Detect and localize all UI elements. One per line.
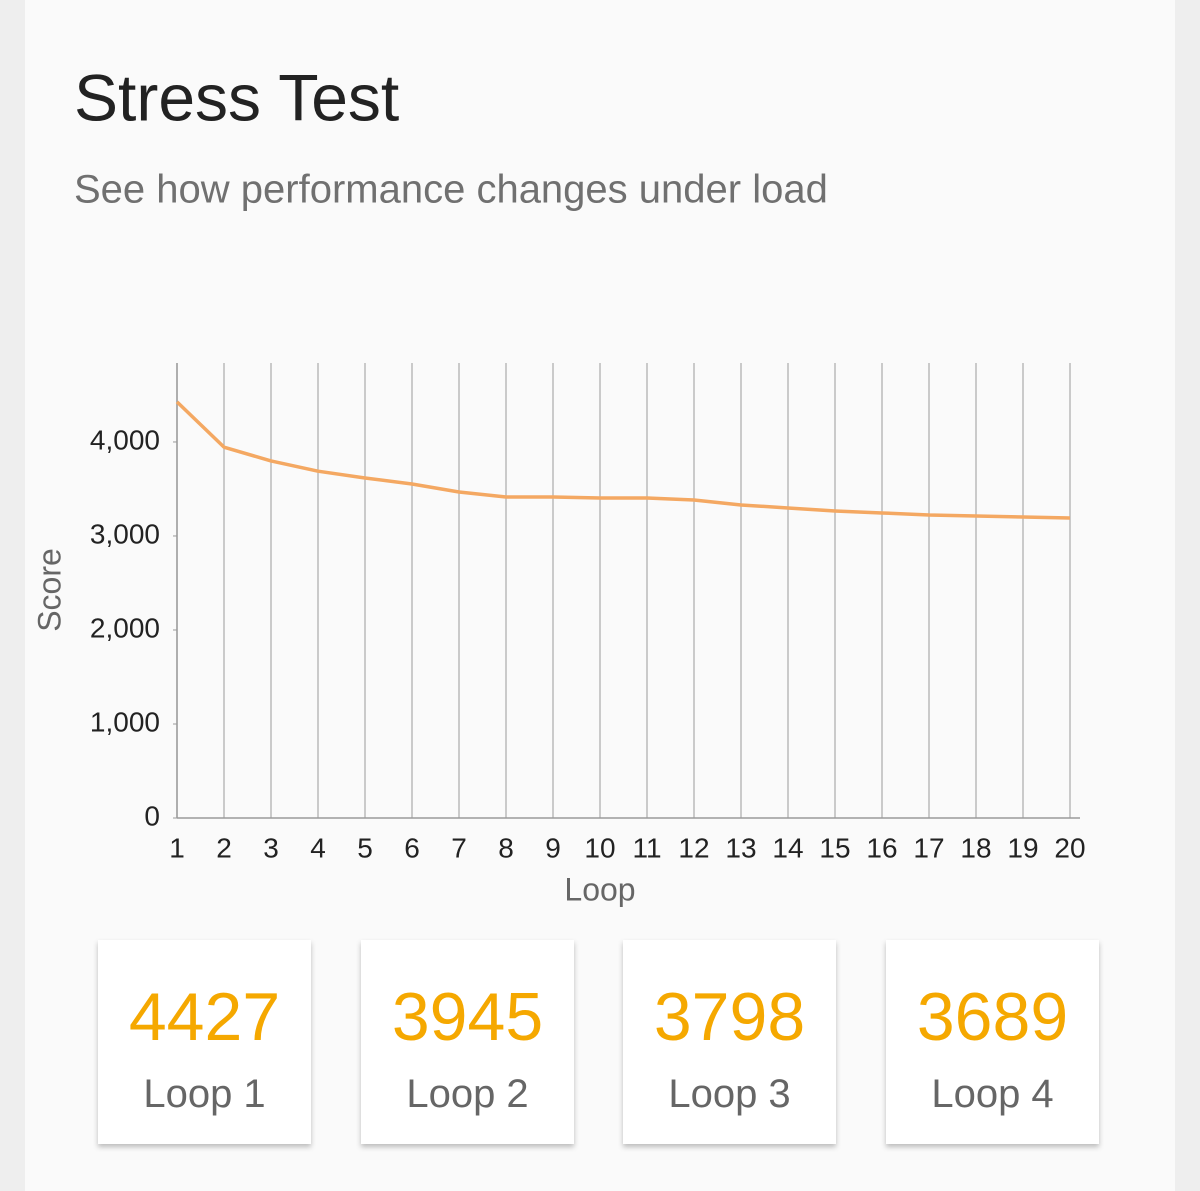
x-tick-label: 17 [913, 832, 944, 863]
x-tick-label: 3 [263, 832, 279, 863]
y-tick-label: 1,000 [90, 706, 160, 737]
data-line [175, 400, 1071, 520]
card-label: Loop 1 [143, 1072, 266, 1116]
x-tick-label: 5 [357, 832, 373, 863]
x-tick-label: 2 [216, 832, 232, 863]
x-tick-label: 8 [498, 832, 514, 863]
x-axis-label: Loop [564, 871, 635, 907]
x-tick-label: 9 [545, 832, 561, 863]
card-value: 3689 [916, 979, 1069, 1055]
card-value: 3798 [653, 979, 806, 1055]
y-tick-label: 0 [144, 800, 160, 831]
score-card: 3689 Loop 4 [886, 940, 1099, 1144]
x-tick-label: 20 [1054, 832, 1085, 863]
card-value: 3945 [391, 979, 544, 1055]
x-tick-label: 1 [169, 832, 185, 863]
y-tick-label: 4,000 [90, 424, 160, 455]
x-tick-label: 14 [772, 832, 803, 863]
card-label: Loop 2 [406, 1072, 529, 1116]
x-tick-label: 11 [632, 832, 661, 863]
x-tick-label: 12 [678, 832, 709, 863]
x-tick-label: 4 [310, 832, 326, 863]
x-tick-label: 15 [819, 832, 850, 863]
x-tick-label: 6 [404, 832, 420, 863]
x-tick-label: 10 [584, 832, 615, 863]
card-label: Loop 4 [931, 1072, 1054, 1116]
title: Stress Test [74, 60, 399, 134]
score-card: 3798 Loop 3 [623, 940, 836, 1144]
x-tick-label: 7 [451, 832, 467, 863]
card-value: 4427 [128, 979, 281, 1055]
y-axis-label: Score [31, 548, 67, 632]
x-tick-label: 19 [1007, 832, 1038, 863]
score-card: 3945 Loop 2 [361, 940, 574, 1144]
x-tick-label: 18 [960, 832, 991, 863]
x-tick-label: 13 [725, 832, 756, 863]
y-tick-label: 3,000 [90, 518, 160, 549]
y-tick-label: 2,000 [90, 612, 160, 643]
subtitle: See how performance changes under load [74, 168, 828, 212]
card-label: Loop 3 [668, 1072, 791, 1116]
score-card: 4427 Loop 1 [98, 940, 311, 1144]
x-tick-label: 16 [866, 832, 897, 863]
